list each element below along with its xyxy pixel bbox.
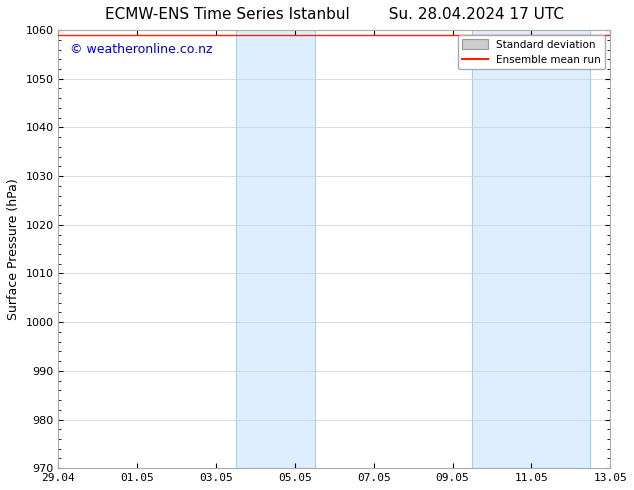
Text: © weatheronline.co.nz: © weatheronline.co.nz (70, 43, 212, 56)
Bar (236, 30, 314, 468)
Title: ECMW-ENS Time Series Istanbul        Su. 28.04.2024 17 UTC: ECMW-ENS Time Series Istanbul Su. 28.04.… (105, 7, 564, 22)
Bar (472, 30, 590, 468)
Legend: Standard deviation, Ensemble mean run: Standard deviation, Ensemble mean run (458, 35, 605, 69)
Y-axis label: Surface Pressure (hPa): Surface Pressure (hPa) (7, 178, 20, 320)
